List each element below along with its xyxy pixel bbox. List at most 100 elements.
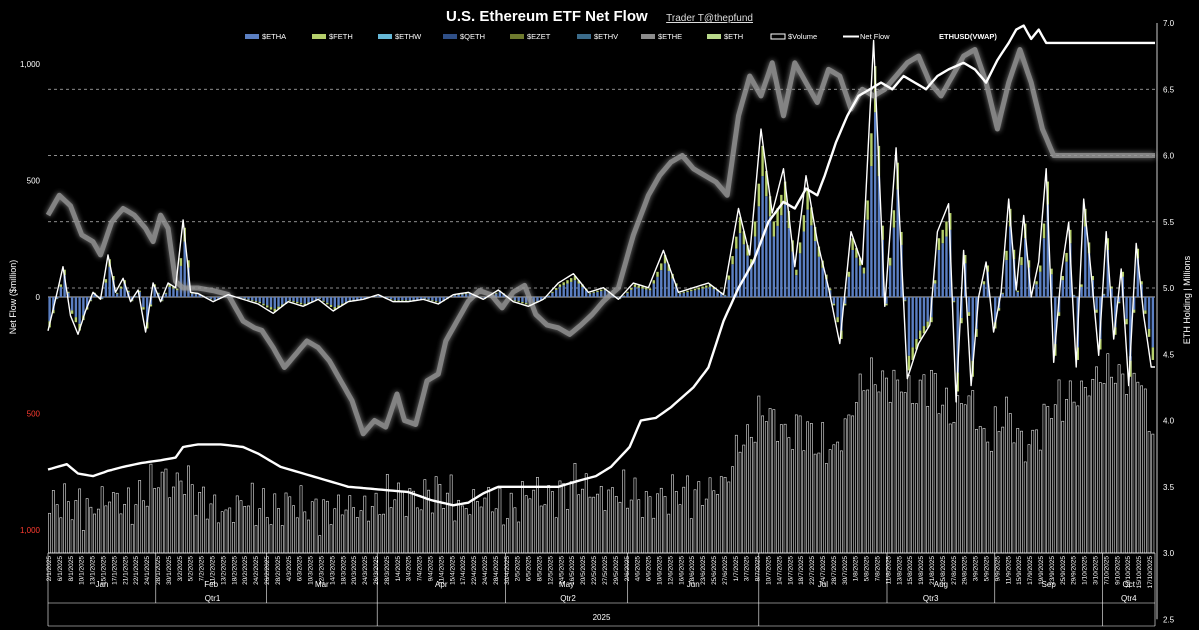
feth-bar	[892, 210, 896, 228]
x-tick-label: 19/8/2025	[918, 556, 925, 585]
volume-bar	[175, 472, 179, 554]
etha-bar	[55, 297, 59, 299]
volume-bar	[562, 483, 566, 554]
x-tick-label: 30/7/2025	[842, 556, 849, 585]
volume-bar	[70, 519, 74, 554]
volume-bar	[51, 490, 55, 554]
volume-bar	[1008, 413, 1012, 554]
feth-bar	[119, 286, 123, 289]
feth-bar	[765, 171, 768, 197]
volume-bar	[1005, 396, 1008, 554]
volume-bar	[1031, 429, 1035, 554]
feth-bar	[678, 292, 682, 294]
volume-bar	[896, 379, 900, 554]
feth-bar	[817, 246, 821, 257]
volume-bar	[299, 485, 303, 554]
feth-bar	[179, 258, 183, 266]
feth-bar	[633, 284, 637, 287]
feth-bar	[427, 299, 430, 301]
volume-bar	[1143, 388, 1147, 554]
feth-bar	[738, 217, 742, 234]
volume-bar	[202, 486, 205, 554]
legend-label: Net Flow	[860, 32, 890, 41]
feth-bar	[1035, 281, 1038, 285]
volume-bar	[273, 493, 277, 554]
etha-bar	[269, 297, 273, 308]
volume-bar	[798, 415, 802, 554]
volume-bar	[993, 406, 997, 554]
x-tick-label: 23/6/2025	[700, 556, 707, 585]
etha-bar	[795, 275, 798, 297]
x-tick-label: 5/2/2025	[188, 556, 195, 582]
etha-bar	[322, 297, 325, 301]
etha-bar	[434, 297, 438, 302]
etha-bar	[855, 257, 858, 297]
volume-bar	[149, 463, 153, 554]
volume-bar	[153, 488, 157, 554]
volume-bar	[363, 495, 367, 554]
etha-bar	[333, 297, 336, 308]
feth-bar	[941, 229, 944, 244]
feth-bar	[262, 303, 265, 306]
volume-bar	[813, 453, 817, 554]
volume-bar	[513, 507, 517, 554]
feth-bar	[949, 213, 952, 230]
volume-bar	[198, 492, 202, 554]
volume-bar	[723, 476, 727, 554]
volume-bar	[941, 404, 945, 554]
etha-bar	[1072, 295, 1076, 297]
volume-bar	[63, 483, 67, 554]
eth-holding-line	[47, 24, 1155, 507]
etha-bar	[896, 189, 899, 297]
etha-bar	[934, 283, 937, 297]
volume-bar	[603, 510, 607, 554]
net-flow-bars	[48, 66, 1155, 392]
volume-bar	[937, 413, 941, 554]
feth-bar	[870, 133, 873, 167]
month-label: Sep	[1042, 580, 1057, 589]
etha-bar	[438, 297, 442, 303]
quarter-label: Qtr1	[205, 594, 221, 603]
volume-bar	[1125, 394, 1128, 554]
feth-bar	[573, 276, 577, 281]
etha-bar	[562, 285, 565, 297]
feth-bar	[292, 301, 295, 303]
etha-bar	[363, 297, 367, 299]
right-tick-label: 3.5	[1163, 483, 1175, 492]
feth-bar	[690, 289, 693, 292]
volume-bar	[213, 494, 217, 554]
etha-bar	[292, 297, 295, 302]
feth-bar	[701, 286, 704, 289]
etha-bar	[356, 297, 359, 300]
etha-bar	[1054, 297, 1057, 345]
feth-bar	[104, 279, 108, 283]
volume-bar	[742, 444, 746, 554]
etha-bar	[952, 297, 956, 302]
feth-bar	[663, 255, 667, 264]
month-label: Jul	[818, 580, 828, 589]
feth-bar	[74, 317, 78, 323]
etha-bar	[112, 280, 115, 297]
volume-bar	[483, 497, 487, 554]
etha-bar	[108, 266, 111, 297]
etha-bar	[359, 297, 363, 300]
etha-bar	[74, 297, 78, 318]
volume-bar	[1091, 378, 1095, 554]
etha-bar	[284, 297, 288, 303]
etha-bar	[1069, 243, 1072, 297]
volume-bar	[828, 449, 832, 554]
volume-bar	[494, 508, 498, 554]
etha-bar	[1020, 265, 1023, 297]
etha-bar	[85, 297, 89, 308]
feth-bar	[967, 312, 971, 316]
volume-bar	[975, 429, 978, 554]
volume-bar	[768, 408, 772, 554]
volume-bar	[888, 401, 892, 554]
volume-bar	[911, 402, 915, 554]
etha-bar	[258, 297, 261, 303]
etha-bar	[862, 273, 866, 297]
etha-bar	[780, 215, 783, 297]
x-tick-label: 24/4/2025	[482, 556, 489, 585]
feth-bar	[397, 300, 400, 302]
etha-bar	[524, 297, 528, 303]
